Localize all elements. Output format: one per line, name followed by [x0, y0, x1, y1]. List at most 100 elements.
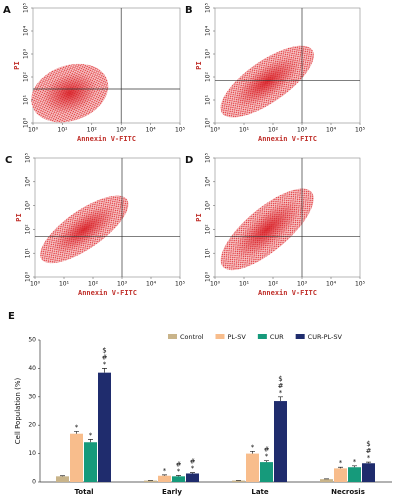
- y-tick-label: 10¹: [205, 248, 212, 259]
- significance-mark: *: [75, 423, 79, 431]
- bar: [362, 463, 375, 482]
- error-bar: [278, 396, 283, 402]
- panel-label: A: [3, 5, 11, 16]
- error-bar: [60, 475, 65, 477]
- panel-label: C: [5, 155, 12, 166]
- y-tick-label: 10⁴: [23, 25, 30, 36]
- x-tick-label: 10⁰: [30, 281, 41, 288]
- x-axis-label: Annexin V-FITC: [258, 289, 317, 297]
- legend-swatch: [295, 334, 305, 339]
- y-tick-label: 10¹: [23, 94, 30, 105]
- plot-frame: [214, 7, 361, 124]
- significance-mark: #: [264, 446, 270, 454]
- x-tick-label: 10⁴: [326, 281, 337, 288]
- y-tick-label: 10⁰: [205, 271, 212, 282]
- legend-label: PL-SV: [228, 333, 247, 341]
- y-axis-label: PI: [195, 213, 203, 221]
- y-tick-label: 10⁴: [205, 25, 212, 36]
- legend-swatch: [215, 334, 225, 339]
- bar: [158, 475, 171, 482]
- error-bar: [264, 460, 269, 463]
- x-tick-label: 10¹: [239, 281, 250, 288]
- x-tick-label: 10⁰: [28, 127, 39, 134]
- significance-mark: *: [89, 431, 93, 439]
- significance-mark: *: [279, 389, 283, 397]
- significance-mark: #: [102, 353, 108, 361]
- x-axis-label: Annexin V-FITC: [258, 135, 317, 143]
- plot-frame: [32, 7, 181, 124]
- significance-mark: *: [103, 360, 107, 368]
- x-tick-label: 10²: [88, 281, 99, 288]
- cell-cloud-core: [42, 72, 97, 114]
- x-tick-label: 10²: [268, 127, 279, 134]
- significance-mark: #: [366, 447, 372, 455]
- x-tick-label: Necrosis: [331, 488, 365, 496]
- y-tick-label: 10⁰: [25, 271, 32, 282]
- bar: [246, 453, 259, 482]
- y-tick-label: 10²: [205, 71, 212, 82]
- y-tick-label: 10⁵: [23, 2, 30, 13]
- y-tick-label: 10⁴: [205, 176, 212, 187]
- x-axis-label: Annexin V-FITC: [78, 289, 137, 297]
- error-bar: [88, 439, 93, 443]
- x-tick-label: 10⁴: [146, 281, 157, 288]
- legend-label: CUR: [270, 333, 284, 341]
- y-tick-label: 10³: [205, 48, 212, 59]
- significance-mark: *: [251, 443, 255, 451]
- significance-mark: *: [353, 458, 357, 466]
- y-tick-label: 10³: [205, 200, 212, 211]
- y-tick-label: 10⁵: [205, 2, 212, 13]
- x-axis-label: Annexin V-FITC: [77, 135, 136, 143]
- x-tick-label: 10³: [297, 281, 308, 288]
- x-tick-label: 10³: [297, 127, 308, 134]
- x-tick-label: 10²: [268, 281, 279, 288]
- bar: [320, 479, 333, 482]
- error-bar: [190, 472, 195, 474]
- y-axis-label: PI: [15, 213, 23, 221]
- significance-mark: *: [177, 467, 181, 475]
- bar: [70, 433, 83, 482]
- bar: [186, 473, 199, 482]
- y-tick-label: 10: [28, 450, 36, 457]
- bar: [260, 462, 273, 482]
- error-bar: [176, 475, 181, 477]
- bar: [172, 476, 185, 482]
- y-tick-label: 10⁵: [205, 152, 212, 163]
- significance-mark: *: [339, 459, 343, 467]
- y-tick-label: 20: [28, 422, 36, 429]
- y-tick-label: 10⁴: [25, 176, 32, 187]
- bar: [274, 401, 287, 482]
- significance-mark: $: [102, 346, 106, 354]
- x-tick-label: 10⁵: [175, 127, 186, 134]
- y-tick-label: 10¹: [205, 94, 212, 105]
- x-tick-label: 10²: [87, 127, 98, 134]
- significance-mark: *: [265, 453, 269, 461]
- legend-swatch: [168, 334, 177, 339]
- plot-frame: [34, 157, 181, 278]
- error-bar: [366, 461, 371, 464]
- cell-cloud-core: [53, 205, 116, 254]
- panel-label: E: [8, 311, 15, 322]
- error-bar: [162, 474, 167, 476]
- significance-mark: $: [366, 440, 370, 448]
- x-tick-label: 10¹: [59, 281, 70, 288]
- x-tick-label: 10⁰: [210, 127, 221, 134]
- bar: [334, 468, 347, 482]
- y-tick-label: 10⁰: [205, 117, 212, 128]
- y-tick-label: 50: [28, 337, 36, 344]
- y-axis-label: PI: [195, 61, 203, 69]
- bar: [56, 476, 69, 482]
- y-axis-label: Cell Population (%): [14, 378, 22, 445]
- bar: [232, 480, 245, 482]
- x-tick-label: 10³: [117, 281, 128, 288]
- plot-frame: [214, 157, 361, 278]
- bar: [98, 372, 111, 482]
- x-tick-label: 10¹: [57, 127, 68, 134]
- error-bar: [250, 450, 255, 454]
- y-tick-label: 10³: [25, 200, 32, 211]
- bar: [84, 442, 97, 482]
- panel-label: D: [185, 155, 193, 166]
- error-bar: [74, 431, 79, 434]
- error-bar: [352, 465, 357, 468]
